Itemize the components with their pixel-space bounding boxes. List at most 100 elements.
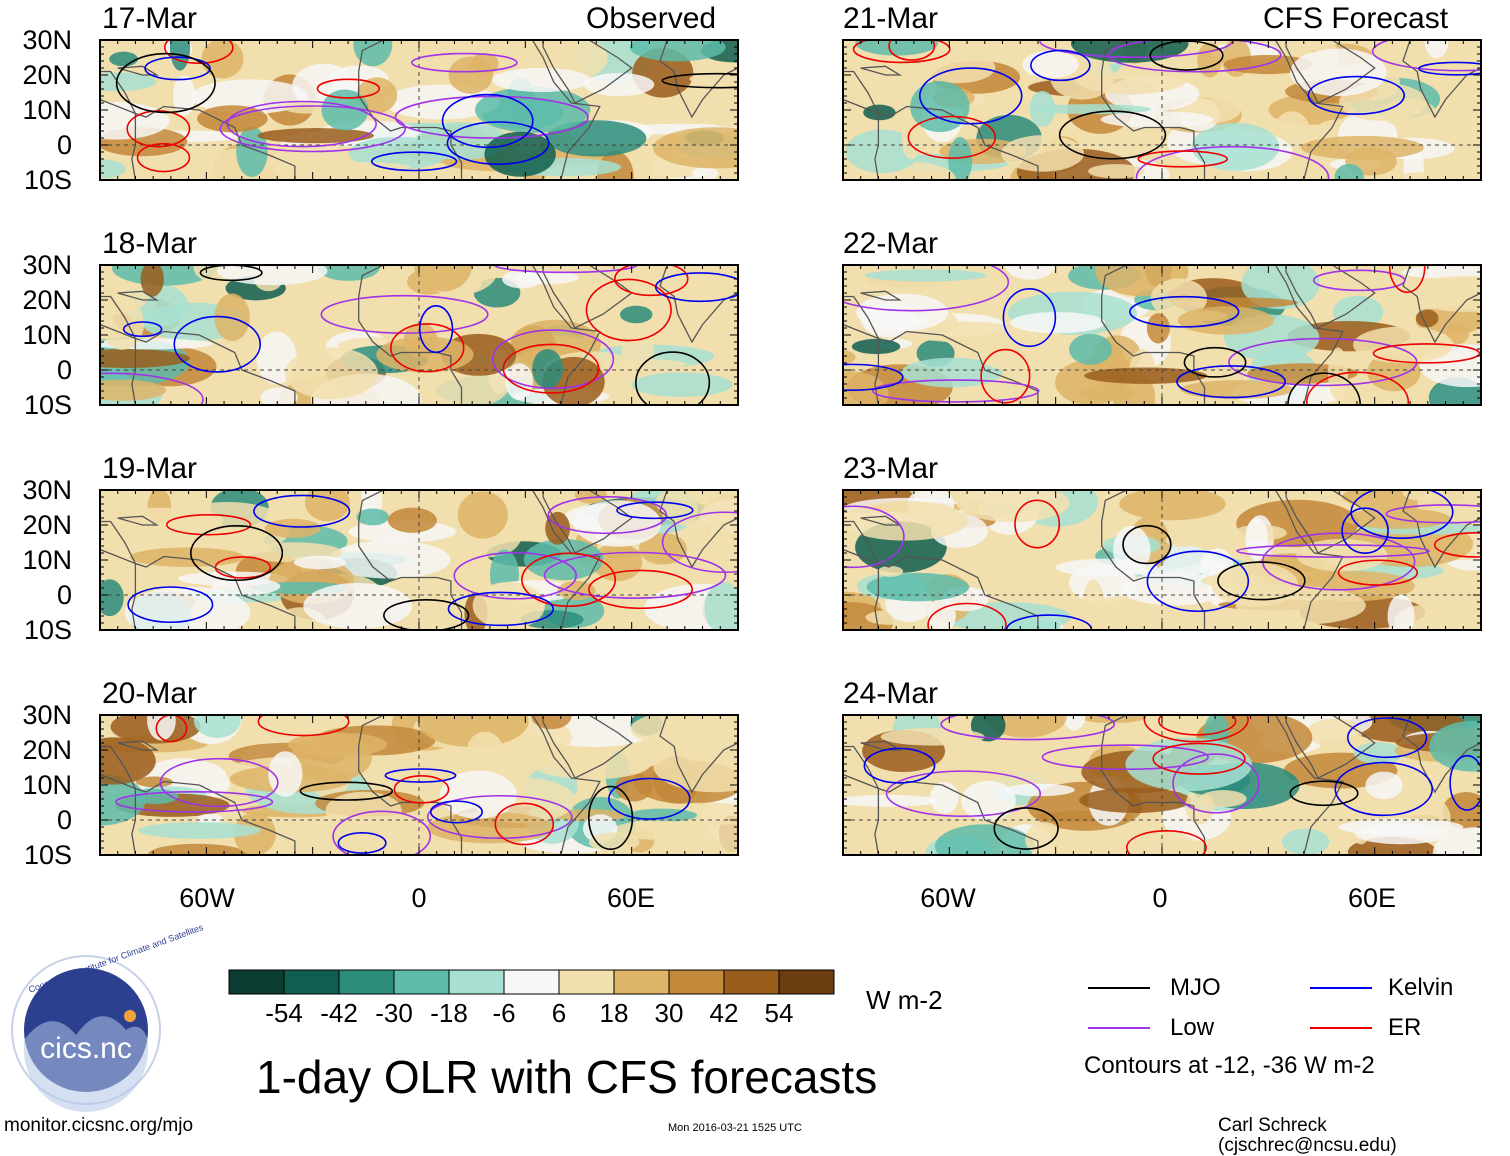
wave-contour — [1337, 559, 1419, 586]
coastline — [131, 105, 296, 180]
wave-contour — [1449, 754, 1481, 811]
olr-anomaly-blob — [353, 40, 393, 67]
olr-anomaly-blob — [583, 72, 655, 97]
olr-anomaly-blob — [491, 67, 591, 93]
colorbar-swatch — [503, 969, 560, 995]
olr-anomaly-blob — [984, 715, 1067, 738]
wave-contour — [1341, 507, 1389, 554]
olr-anomaly-blob — [934, 824, 1035, 855]
coastline — [100, 745, 137, 790]
wave-contour — [226, 100, 377, 148]
olr-anomaly-blob — [631, 372, 733, 397]
olr-anomaly-blob — [148, 843, 247, 855]
wave-contour — [863, 747, 936, 784]
wave-contour — [1346, 717, 1428, 759]
map-panel — [842, 264, 1482, 406]
wave-contour — [115, 52, 216, 114]
wave-contour — [126, 110, 191, 148]
olr-anomaly-blob — [1245, 517, 1268, 559]
olr-anomaly-blob — [855, 40, 939, 56]
coastline — [843, 745, 880, 790]
footer-timestamp: Mon 2016-03-21 1525 UTC — [668, 1122, 802, 1134]
olr-anomaly-blob — [505, 363, 534, 401]
wave-contour — [614, 265, 689, 297]
wave-contour — [165, 513, 252, 536]
olr-anomaly-blob — [533, 750, 651, 780]
coastline — [131, 780, 296, 855]
panel-date-label: 17-Mar — [102, 2, 198, 35]
olr-anomaly-blob — [1334, 163, 1364, 180]
wave-contour — [1312, 269, 1406, 292]
colorbar-unit: W m-2 — [866, 985, 943, 1015]
olr-anomaly-blob — [211, 577, 281, 595]
coastline — [860, 740, 903, 751]
olr-anomaly-blob — [843, 500, 968, 541]
olr-anomaly-blob — [214, 293, 250, 341]
olr-anomaly-blob — [264, 518, 321, 538]
olr-anomaly-blob — [864, 269, 987, 282]
coastline — [358, 265, 601, 405]
wave-contour — [127, 586, 214, 624]
olr-anomaly-blob — [1401, 170, 1481, 180]
panel-date-label: 21-Mar — [843, 2, 939, 35]
lat-tick-label: 10N — [22, 320, 72, 350]
olr-anomaly-blob — [621, 335, 654, 368]
olr-anomaly-blob — [190, 79, 309, 114]
coastline — [843, 520, 880, 565]
lat-tick-label: 10S — [23, 390, 72, 420]
olr-anomaly-blob — [1353, 742, 1403, 765]
wave-contour — [843, 505, 905, 569]
olr-anomaly-blob — [629, 40, 726, 62]
olr-anomaly-blob — [863, 104, 896, 121]
wave-contour — [1236, 544, 1430, 558]
wave-contour — [1143, 715, 1249, 743]
olr-anomaly-blob — [426, 812, 555, 844]
olr-anomaly-blob — [866, 572, 970, 602]
olr-anomaly-blob — [138, 822, 261, 839]
wave-contour — [1350, 490, 1454, 539]
olr-anomaly-blob — [619, 305, 653, 324]
wave-contour — [907, 115, 997, 159]
colorbar-swatch — [613, 969, 670, 995]
olr-anomaly-blob — [692, 166, 719, 180]
olr-anomaly-blob — [573, 500, 662, 547]
olr-anomaly-blob — [356, 508, 389, 526]
wave-contour — [843, 265, 1010, 312]
wave-contour — [993, 807, 1059, 850]
footer-url[interactable]: monitor.cicsnc.org/mjo — [4, 1115, 194, 1136]
coastline — [874, 555, 1039, 630]
lat-tick-label: 0 — [56, 580, 72, 610]
olr-anomaly-blob — [484, 131, 556, 177]
lat-tick-label: 10S — [23, 840, 72, 870]
wave-contour — [411, 52, 518, 73]
map-panel — [842, 489, 1482, 631]
wave-contour — [122, 321, 163, 338]
olr-anomaly-blob — [1025, 822, 1065, 855]
wave-contour — [159, 757, 279, 808]
wave-contour — [547, 496, 668, 535]
wave-contour — [521, 552, 617, 608]
lat-tick-label: 30N — [22, 25, 72, 55]
lon-tick-label: 0 — [1152, 883, 1168, 913]
coastline — [131, 555, 296, 630]
coastline — [1402, 40, 1481, 119]
olr-anomaly-blob — [257, 128, 374, 144]
wave-contour — [1176, 365, 1286, 399]
lon-tick-label: 0 — [411, 883, 427, 913]
olr-anomaly-blob — [100, 737, 156, 785]
olr-anomaly-blob — [197, 105, 268, 133]
olr-anomaly-blob — [325, 791, 402, 830]
lon-tick-label: 60E — [606, 883, 656, 913]
olr-anomaly-blob — [1063, 715, 1086, 731]
panel-date-label: 20-Mar — [102, 677, 198, 710]
coastline — [860, 65, 903, 76]
olr-anomaly-blob — [1408, 276, 1481, 312]
olr-anomaly-blob — [376, 336, 474, 373]
map-panel — [842, 714, 1482, 856]
olr-anomaly-blob — [302, 161, 411, 173]
colorbar-tick-label: 42 — [709, 998, 739, 1028]
olr-anomaly-blob — [1199, 790, 1247, 808]
olr-anomaly-blob — [689, 73, 732, 85]
panel-date-label: 23-Mar — [843, 452, 939, 485]
coastline — [1101, 490, 1344, 630]
